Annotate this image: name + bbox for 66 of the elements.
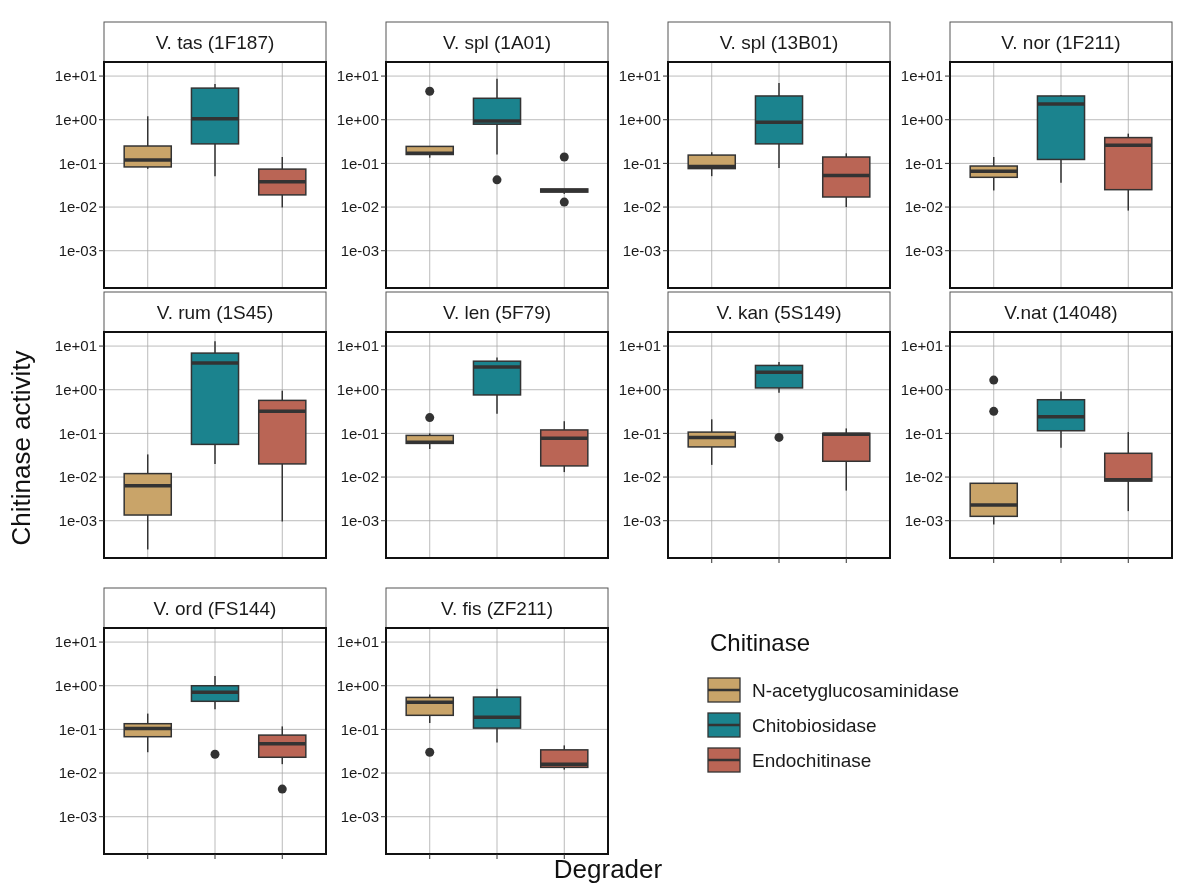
- y-tick-label: 1e-02: [340, 468, 379, 486]
- y-tick-label: 1e-02: [622, 198, 661, 216]
- y-tick-label: 1e+00: [336, 676, 379, 694]
- legend-title: Chitinase: [710, 629, 811, 656]
- y-tick-label: 1e+01: [900, 67, 943, 85]
- y-tick-label: 1e+00: [618, 380, 661, 398]
- y-tick-label: 1e-01: [58, 424, 97, 442]
- y-tick-label: 1e+01: [54, 67, 97, 85]
- y-tick-label: 1e-02: [904, 198, 943, 216]
- y-tick-label: 1e-01: [340, 720, 379, 738]
- y-tick-label: 1e-02: [340, 198, 379, 216]
- y-tick-label: 1e-01: [340, 424, 379, 442]
- chart-title: V. kan (5S149): [716, 301, 842, 323]
- y-tick-label: 1e-03: [340, 511, 379, 529]
- chart-title: V. fis (ZF211): [441, 597, 553, 619]
- chart-title: V. spl (13B01): [719, 31, 839, 53]
- y-tick-label: 1e+00: [900, 380, 943, 398]
- chart-title: V. len (5F79): [442, 301, 552, 323]
- chart-title: V. rum (1S45): [156, 301, 274, 323]
- legend-label: Endochitinase: [752, 749, 872, 771]
- chart-title: V.nat (14048): [1004, 301, 1118, 323]
- legend-label: N-acetyglucosaminidase: [752, 679, 959, 701]
- y-tick-label: 1e-03: [58, 241, 97, 259]
- y-tick-label: 1e-01: [58, 720, 97, 738]
- y-tick-label: 1e+01: [54, 337, 97, 355]
- y-tick-label: 1e+01: [336, 67, 379, 85]
- y-tick-label: 1e+00: [54, 110, 97, 128]
- y-tick-label: 1e-01: [622, 424, 661, 442]
- chart-title: V. ord (FS144): [153, 597, 277, 619]
- y-tick-label: 1e-01: [904, 154, 943, 172]
- legend-label: Chitobiosidase: [752, 714, 877, 736]
- y-tick-label: 1e-02: [340, 764, 379, 782]
- y-tick-label: 1e+01: [336, 337, 379, 355]
- y-tick-label: 1e+00: [54, 380, 97, 398]
- y-tick-label: 1e-03: [904, 241, 943, 259]
- y-tick-label: 1e+00: [900, 110, 943, 128]
- y-tick-label: 1e+00: [54, 676, 97, 694]
- x-axis-title: Degrader: [553, 854, 663, 884]
- y-tick-label: 1e-01: [340, 154, 379, 172]
- y-tick-label: 1e+00: [336, 380, 379, 398]
- y-axis-title: Chitinase activity: [6, 350, 36, 546]
- y-tick-label: 1e-02: [904, 468, 943, 486]
- y-tick-label: 1e+00: [618, 110, 661, 128]
- y-tick-label: 1e-02: [58, 468, 97, 486]
- y-tick-label: 1e-03: [340, 241, 379, 259]
- y-tick-label: 1e-03: [904, 511, 943, 529]
- chart-title: V. tas (1F187): [155, 31, 275, 53]
- y-tick-label: 1e-01: [904, 424, 943, 442]
- y-tick-label: 1e+00: [336, 110, 379, 128]
- chart-title: V. nor (1F211): [1001, 31, 1121, 53]
- y-tick-label: 1e-01: [622, 154, 661, 172]
- y-tick-label: 1e-03: [58, 807, 97, 825]
- y-tick-label: 1e-02: [58, 198, 97, 216]
- y-tick-label: 1e-03: [622, 241, 661, 259]
- y-tick-label: 1e-02: [622, 468, 661, 486]
- y-tick-label: 1e-01: [58, 154, 97, 172]
- y-tick-label: 1e-02: [58, 764, 97, 782]
- y-tick-label: 1e-03: [58, 511, 97, 529]
- y-tick-label: 1e+01: [618, 67, 661, 85]
- chart-title: V. spl (1A01): [442, 31, 552, 53]
- y-tick-label: 1e-03: [340, 807, 379, 825]
- y-tick-label: 1e-03: [622, 511, 661, 529]
- y-tick-label: 1e+01: [900, 337, 943, 355]
- y-tick-label: 1e+01: [336, 633, 379, 651]
- y-tick-label: 1e+01: [54, 633, 97, 651]
- y-tick-label: 1e+01: [618, 337, 661, 355]
